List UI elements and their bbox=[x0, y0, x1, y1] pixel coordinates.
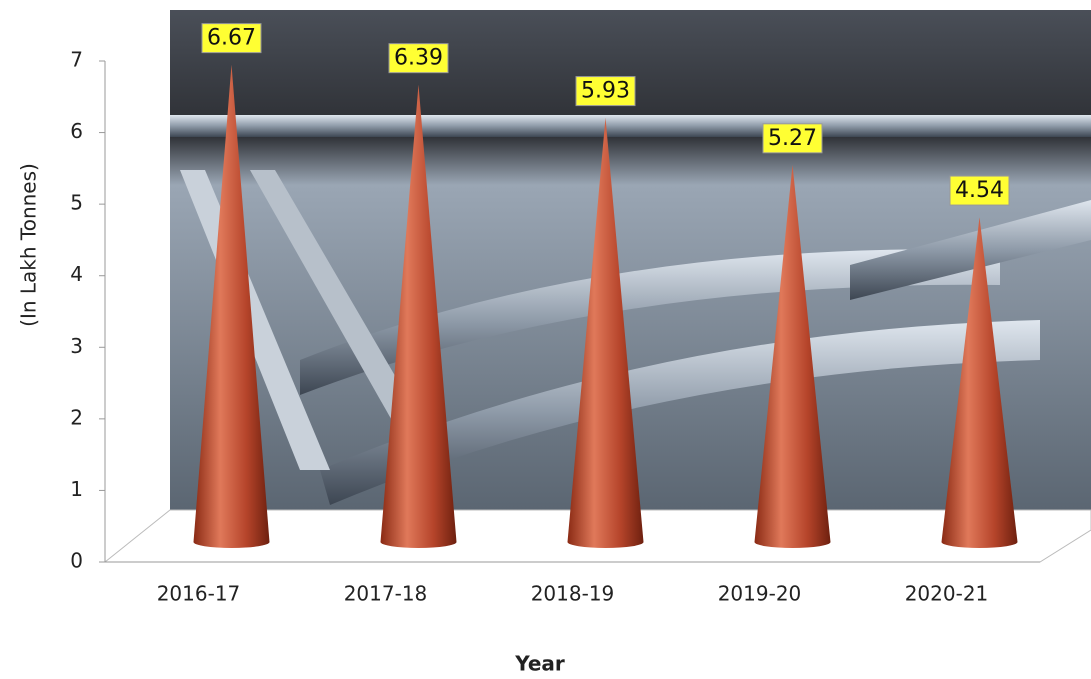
y-tick-label: 5 bbox=[70, 191, 83, 215]
cone bbox=[380, 84, 457, 548]
cone bbox=[754, 164, 831, 548]
value-label-box bbox=[388, 43, 449, 74]
x-tick-label: 2018-19 bbox=[531, 582, 615, 606]
y-tick-label: 1 bbox=[70, 477, 83, 501]
y-axis-title: (In Lakh Tonnes) bbox=[17, 163, 41, 327]
value-label: 5.93 bbox=[581, 79, 630, 104]
value-label: 6.39 bbox=[394, 46, 443, 71]
y-tick-label: 0 bbox=[70, 549, 83, 573]
cone bbox=[193, 64, 270, 549]
value-label: 6.67 bbox=[207, 26, 256, 51]
x-tick-label: 2019-20 bbox=[718, 582, 802, 606]
value-label-box bbox=[575, 76, 636, 107]
value-label-box bbox=[949, 175, 1010, 206]
x-tick-label: 2020-21 bbox=[905, 582, 989, 606]
cone bbox=[941, 217, 1018, 548]
y-tick-label: 2 bbox=[70, 405, 83, 429]
x-axis-title: Year bbox=[514, 652, 565, 676]
value-label-box bbox=[201, 23, 262, 54]
cone bbox=[567, 117, 644, 548]
y-tick-label: 6 bbox=[70, 119, 83, 143]
value-label-box bbox=[762, 123, 823, 154]
x-tick-label: 2017-18 bbox=[344, 582, 428, 606]
value-label: 4.54 bbox=[955, 178, 1004, 203]
x-tick-label: 2016-17 bbox=[157, 582, 241, 606]
y-tick-label: 4 bbox=[70, 262, 83, 286]
y-tick-label: 3 bbox=[70, 334, 83, 358]
y-tick-label: 7 bbox=[70, 48, 83, 72]
value-label: 5.27 bbox=[768, 126, 817, 151]
